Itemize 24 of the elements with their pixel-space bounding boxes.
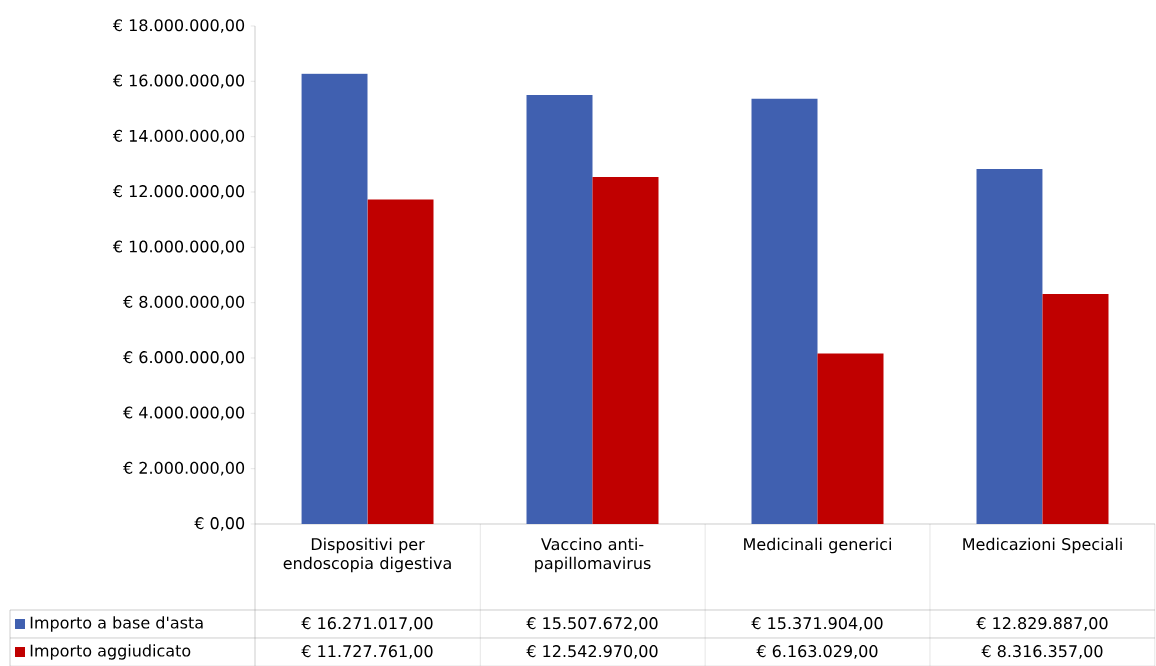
y-tick-label: € 4.000.000,00 [123,406,245,421]
y-tick-label: € 6.000.000,00 [123,351,245,365]
y-tick-label: € 14.000.000,00 [112,129,245,144]
data-label: € 12.829.887,00 [976,617,1108,631]
y-tick-label: € 16.000.000,00 [112,74,245,89]
y-tick-label: € 8.000.000,00 [123,295,245,310]
x-tick-label: Medicinali generici [744,537,891,554]
legend-label: Importo a base d'asta [30,616,203,632]
y-tick-label: € 18.000.000,00 [112,19,245,33]
y-tick-label: € 10.000.000,00 [112,240,245,255]
data-label: € 16.271.017,00 [301,617,433,631]
y-tick-label: € 2.000.000,00 [123,461,245,476]
data-label: € 12.542.970,00 [526,645,658,659]
legend-label: Importo aggiudicato [30,644,191,660]
y-tick-label: € 12.000.000,00 [112,185,245,199]
data-label: € 11.727.761,00 [301,645,433,659]
x-tick-label: Medicazioni Speciali [963,537,1122,554]
data-label: € 15.371.904,00 [751,617,883,631]
x-tick-label: Vaccino anti-papillomavirus [535,537,651,573]
data-label: € 8.316.357,00 [981,645,1103,659]
data-label: € 15.507.672,00 [526,617,658,631]
y-tick-label: € 0,00 [194,517,245,531]
x-tick-label: Dispositivi per endoscopia digestiva [283,537,451,573]
data-label: € 6.163.029,00 [756,645,878,659]
